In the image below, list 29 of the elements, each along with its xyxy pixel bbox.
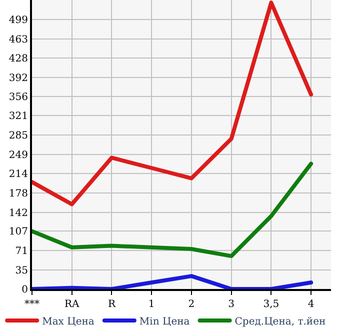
x-tick-label: 3 [228,299,235,310]
y-tick-label: 463 [8,34,28,46]
legend-label: Max Цена [42,316,94,328]
line-series [32,162,314,258]
legend-label: Min Цена [139,316,190,328]
x-tick-label: 3,5 [263,299,280,310]
y-tick-label: 499 [8,14,28,26]
x-tick-label: RA [64,299,80,310]
x-tick-label: R [108,299,116,310]
y-tick-label: 0 [22,284,28,296]
x-tick-label: *** [24,299,40,310]
y-tick-label: 285 [8,130,28,142]
x-tick-label: 4 [308,299,314,310]
y-tick-label: 178 [8,188,28,200]
y-tick-label: 428 [8,53,28,64]
y-tick-label: 35 [15,266,28,277]
legend-label: Сред.Цена, т.йен [234,316,326,328]
line-series [32,274,314,289]
y-tick-label: 107 [8,226,28,238]
x-tick-label: 2 [188,299,195,310]
line-series [32,0,314,206]
y-tick-label: 249 [8,150,28,161]
y-tick-label: 214 [8,168,28,180]
y-tick-label: 71 [15,246,28,258]
y-tick-label: 392 [8,72,28,84]
y-tick-label: 142 [8,208,28,219]
y-tick-label: 356 [8,92,28,104]
x-tick-label: 1 [148,299,155,310]
y-tick-label: 321 [8,111,28,122]
